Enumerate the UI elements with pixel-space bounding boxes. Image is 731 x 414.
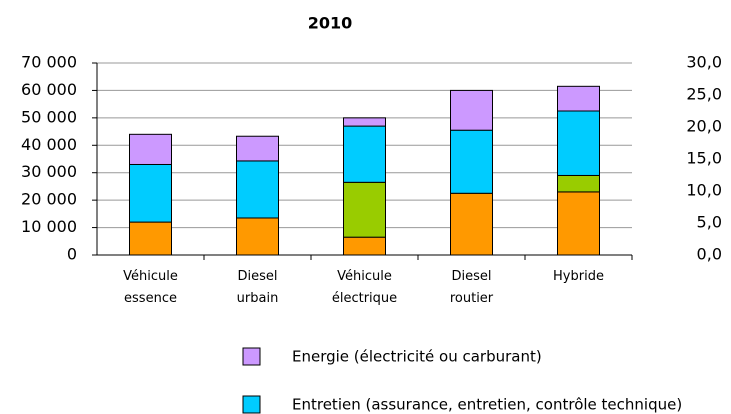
y2-tick-label: 25,0 xyxy=(686,85,722,104)
y-tick-label: 70 000 xyxy=(21,53,77,72)
chart-title: 2010 xyxy=(308,14,353,33)
bar-segment xyxy=(343,181,386,238)
bar-segment xyxy=(557,85,600,112)
x-tick-label: Diesel routier xyxy=(449,269,494,306)
bar-segment xyxy=(450,192,493,256)
bar-segment xyxy=(343,236,386,256)
y-tick-label: 10 000 xyxy=(21,217,77,236)
legend-label: Energie (électricité ou carburant) xyxy=(292,348,542,366)
x-tick-label: Hybride xyxy=(553,269,604,284)
legend-label: Entretien (assurance, entretien, contrôl… xyxy=(292,396,682,414)
bar-segment xyxy=(450,89,493,131)
bar-segment xyxy=(129,163,172,223)
bar-segment xyxy=(557,110,600,176)
bar-segment xyxy=(236,160,279,219)
bar-segment xyxy=(557,191,600,256)
y-tick-label: 40 000 xyxy=(21,135,77,154)
legend-swatch xyxy=(242,395,261,414)
y2-tick-label: 20,0 xyxy=(686,117,722,136)
y2-tick-label: 10,0 xyxy=(686,181,722,200)
y-tick-label: 30 000 xyxy=(21,162,77,181)
y-tick-label: 20 000 xyxy=(21,190,77,209)
y2-tick-label: 5,0 xyxy=(697,213,722,232)
bar-segment xyxy=(129,221,172,256)
x-tick-label: Diesel urbain xyxy=(236,269,279,306)
bar-segment xyxy=(557,174,600,193)
x-tick-label: Véhicule essence xyxy=(123,269,178,306)
bar-segment xyxy=(450,129,493,194)
x-tick-label: Véhicule électrique xyxy=(331,269,398,306)
bar-segment xyxy=(343,117,386,127)
bar-segment xyxy=(343,125,386,183)
y2-tick-label: 0,0 xyxy=(697,245,722,264)
y-tick-label: 60 000 xyxy=(21,80,77,99)
legend-swatch xyxy=(242,347,261,366)
y2-tick-label: 15,0 xyxy=(686,149,722,168)
bar-segment xyxy=(236,135,279,162)
y-tick-label: 50 000 xyxy=(21,107,77,126)
bar-segment xyxy=(236,217,279,256)
y-tick-label: 0 xyxy=(67,245,77,264)
y2-tick-label: 30,0 xyxy=(686,53,722,72)
bar-segment xyxy=(129,133,172,165)
